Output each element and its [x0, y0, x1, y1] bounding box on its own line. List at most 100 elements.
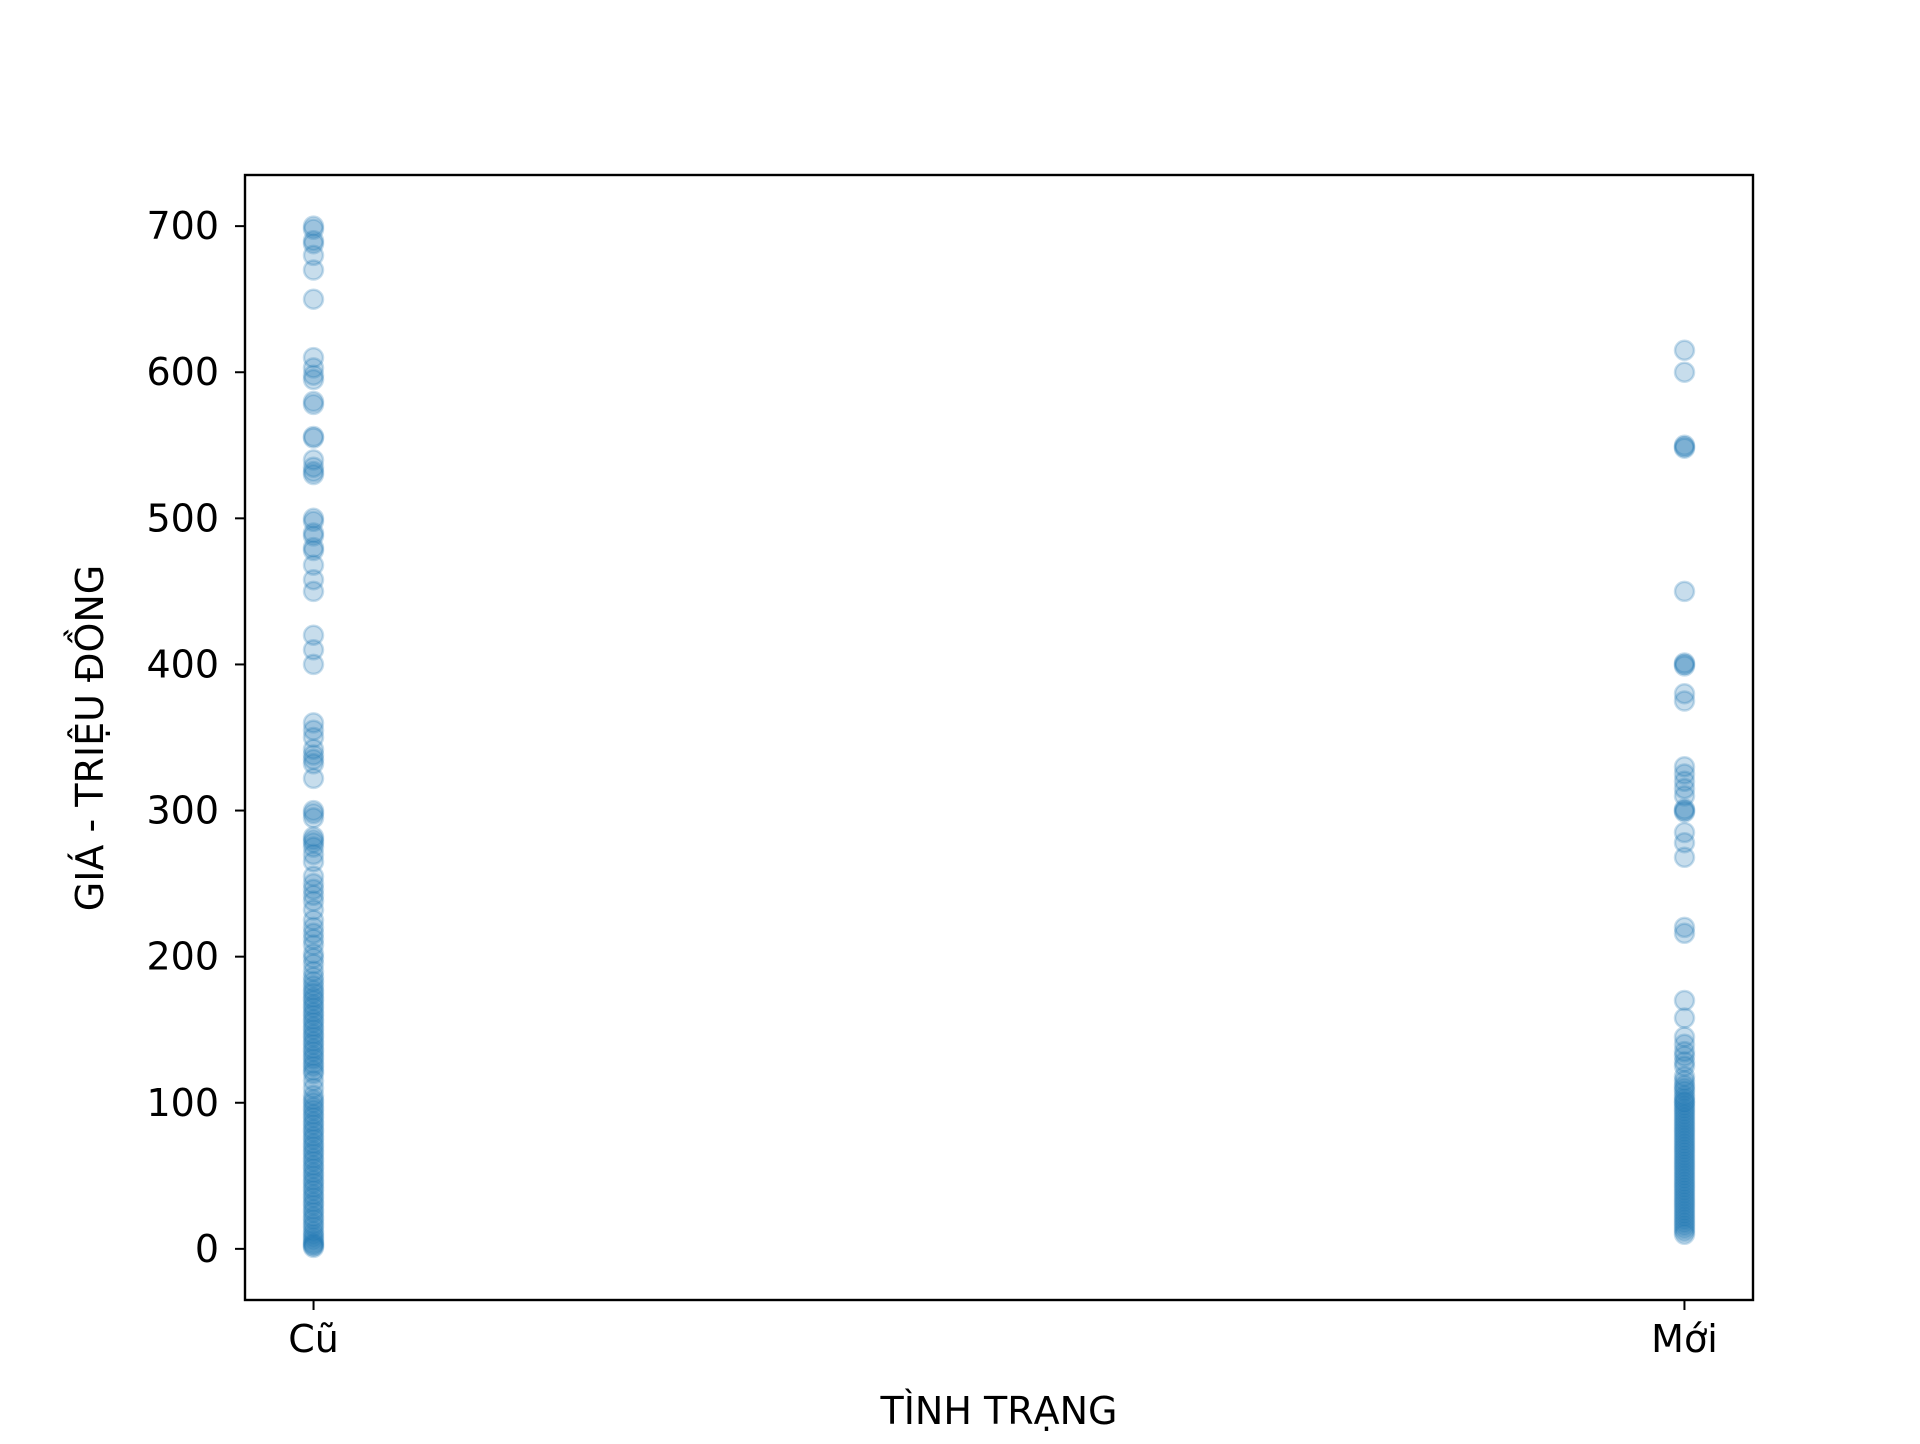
data-point: [1673, 1112, 1696, 1134]
data-point: [1673, 1208, 1696, 1231]
data-point: [302, 463, 325, 486]
data-point: [302, 1132, 325, 1155]
data-point: [302, 288, 325, 310]
data-point: [1673, 682, 1696, 705]
data-point: [1673, 1144, 1696, 1167]
data-point: [1673, 1223, 1696, 1246]
data-point: [1673, 989, 1696, 1012]
data-point: [302, 997, 325, 1019]
data-point: [1673, 777, 1696, 800]
y-tick-label: 100: [146, 1081, 219, 1125]
data-point: [1673, 1182, 1696, 1205]
data-point: [302, 1169, 325, 1191]
data-point: [302, 975, 325, 997]
data-point: [302, 831, 325, 854]
data-point: [302, 346, 325, 369]
data-point: [302, 456, 325, 478]
data-point: [302, 1229, 325, 1251]
data-point: [302, 1033, 325, 1056]
data-point: [1673, 1074, 1696, 1096]
data-point: [302, 390, 325, 413]
data-point: [1673, 1165, 1696, 1187]
data-point: [302, 1157, 325, 1180]
data-point: [302, 568, 325, 591]
y-axis-label: GIÁ - TRIỆU ĐỒNG: [64, 565, 112, 911]
data-point: [1673, 1045, 1696, 1067]
data-point: [1673, 1109, 1696, 1132]
data-point: [1673, 1179, 1696, 1202]
data-point: [302, 850, 325, 873]
data-point: [302, 1184, 325, 1206]
data-point: [302, 1118, 325, 1140]
data-point: [302, 916, 325, 939]
y-tick-label: 0: [195, 1227, 219, 1271]
scatter-points: [302, 215, 1696, 1259]
data-point: [1673, 1203, 1696, 1225]
data-point: [302, 1045, 325, 1067]
data-point: [302, 580, 325, 603]
data-point: [302, 1150, 325, 1172]
data-point: [302, 1201, 325, 1224]
data-point: [302, 539, 325, 562]
data-point: [302, 1004, 325, 1026]
data-point: [302, 829, 325, 851]
data-point: [302, 1048, 325, 1070]
data-point: [302, 942, 325, 965]
data-point: [302, 1216, 325, 1238]
data-point: [1673, 1051, 1696, 1073]
data-point: [302, 1125, 325, 1148]
data-point: [302, 1059, 325, 1082]
data-point: [302, 712, 325, 734]
data-point: [302, 878, 325, 901]
x-axis-ticks: Cũ Mới: [288, 1300, 1718, 1361]
data-point: [302, 890, 325, 912]
data-point: [302, 1092, 325, 1114]
data-point: [302, 1208, 325, 1231]
data-point: [302, 1084, 325, 1107]
data-point: [302, 799, 325, 822]
data-point: [302, 232, 325, 255]
data-point: [1673, 361, 1696, 383]
data-point: [302, 218, 325, 240]
data-point: [1673, 1097, 1696, 1120]
data-point: [302, 744, 325, 766]
data-point: [302, 460, 325, 483]
data-point: [302, 357, 325, 379]
data-point: [302, 1040, 325, 1063]
data-point: [302, 726, 325, 749]
data-point: [302, 947, 325, 969]
data-point: [1673, 1026, 1696, 1048]
y-tick-label: 600: [146, 350, 219, 394]
data-point: [302, 1011, 325, 1034]
data-point: [302, 1062, 325, 1085]
data-point: [1673, 1084, 1696, 1107]
data-point: [1673, 655, 1696, 677]
data-point: [1673, 1115, 1696, 1137]
data-point: [302, 922, 325, 945]
data-point: [302, 1162, 325, 1184]
data-point: [302, 624, 325, 646]
data-point: [1673, 1132, 1696, 1155]
data-point: [302, 748, 325, 771]
data-point: [1673, 1065, 1696, 1088]
data-point: [1673, 770, 1696, 793]
data-point: [1673, 1188, 1696, 1210]
data-point: [302, 1103, 325, 1126]
data-point: [1673, 1211, 1696, 1234]
data-point: [302, 1186, 325, 1209]
data-point: [302, 244, 325, 267]
data-point: [302, 1016, 325, 1038]
data-point: [302, 639, 325, 661]
data-point: [302, 427, 325, 449]
data-point: [1673, 1205, 1696, 1228]
data-point: [302, 1191, 325, 1213]
data-point: [302, 1121, 325, 1143]
data-point: [302, 1001, 325, 1023]
data-point: [1673, 437, 1696, 459]
data-point: [1673, 1094, 1696, 1117]
data-point: [302, 259, 325, 281]
data-point: [302, 393, 325, 416]
